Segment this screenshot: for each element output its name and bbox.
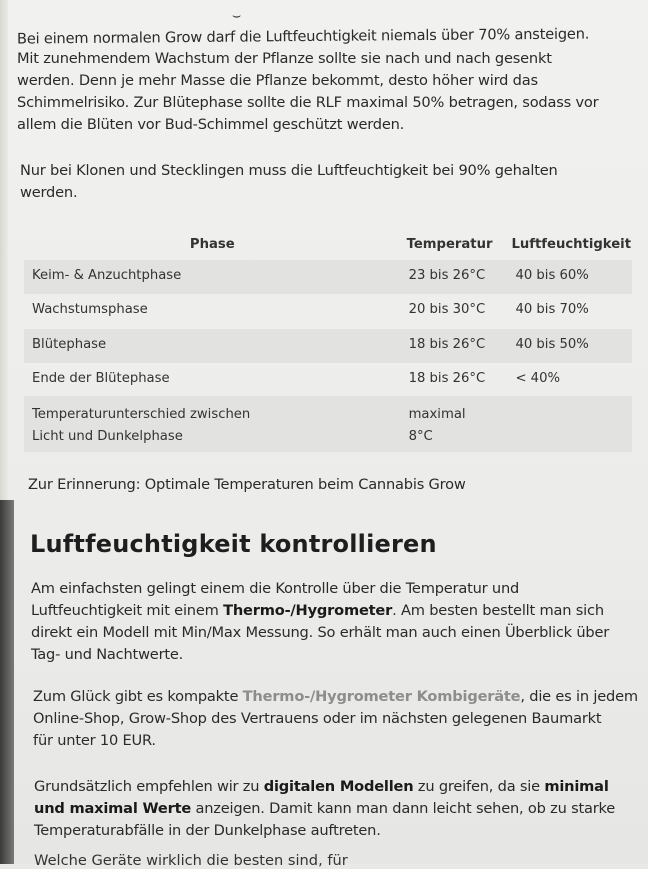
table-row: Ende der Blütephase 18 bis 26°C < 40% bbox=[24, 363, 632, 396]
bold-text: Thermo-/Hygrometer bbox=[223, 602, 393, 619]
table-row: Blütephase 18 bis 26°C 40 bis 50% bbox=[24, 329, 632, 363]
cell-humidity bbox=[507, 396, 632, 452]
climate-table: Phase Temperatur Luftfeuchtigkeit Keim- … bbox=[24, 228, 632, 452]
text-line: Online-Shop, Grow-Shop des Vertrauens od… bbox=[33, 710, 602, 727]
page-edge bbox=[0, 0, 8, 500]
bold-text: minimal bbox=[544, 778, 609, 795]
text: Zum Glück gibt es kompakte bbox=[33, 688, 243, 705]
text-line: Temperaturabfälle in der Dunkelphase auf… bbox=[34, 822, 381, 839]
text: . Am besten bestellt man sich bbox=[392, 602, 604, 619]
text-line: und maximal Werte anzeigen. Damit kann m… bbox=[34, 798, 615, 820]
table-caption: Zur Erinnerung: Optimale Temperaturen be… bbox=[28, 476, 466, 493]
text-line: Grundsätzlich empfehlen wir zu digitalen… bbox=[34, 776, 615, 798]
bold-text: und maximal Werte bbox=[34, 800, 192, 817]
cell-phase: Keim- & Anzuchtphase bbox=[24, 260, 401, 294]
text-line: Am einfachsten gelingt einem die Kontrol… bbox=[31, 580, 520, 597]
clones-paragraph: Nur bei Klonen und Stecklingen muss die … bbox=[20, 160, 558, 204]
cell-humidity: 40 bis 60% bbox=[507, 260, 632, 294]
cell-phase: Wachstumsphase bbox=[32, 302, 148, 317]
text-line: Mit zunehmendem Wachstum der Pflanze sol… bbox=[17, 50, 552, 67]
text: Luftfeuchtigkeit mit einem bbox=[31, 602, 224, 619]
text: zu greifen, da sie bbox=[413, 778, 545, 795]
cell-temperature: 18 bis 26°C bbox=[400, 329, 508, 363]
cell-temperature: 23 bis 26°C bbox=[400, 260, 508, 294]
intro-paragraph: Bei einem normalen Grow darf die Luftfeu… bbox=[16, 25, 599, 136]
table-header: Phase Temperatur Luftfeuchtigkeit bbox=[24, 228, 632, 260]
bold-text: digitalen Modellen bbox=[263, 778, 414, 795]
cell-humidity: 40 bis 50% bbox=[507, 329, 632, 363]
text-line: Schimmelrisiko. Zur Blütephase sollte di… bbox=[17, 94, 599, 111]
text-line: Bei einem normalen Grow darf die Luftfeu… bbox=[16, 25, 590, 48]
cell-phase: Blütephase bbox=[24, 329, 401, 363]
cut-off-line: Welche Geräte wirklich die besten sind, … bbox=[34, 852, 348, 869]
text-line: direkt ein Modell mit Min/Max Messung. S… bbox=[31, 624, 610, 641]
cell-temperature: maximal 8°C bbox=[400, 396, 508, 452]
cell-phase: Ende der Blütephase bbox=[32, 371, 170, 386]
section-heading: Luftfeuchtigkeit kontrollieren bbox=[30, 530, 437, 558]
text-line: Nur bei Klonen und Stecklingen muss die … bbox=[20, 162, 558, 179]
text-line: Luftfeuchtigkeit mit einem Thermo-/Hygro… bbox=[31, 600, 609, 622]
product-link[interactable]: Thermo-/Hygrometer Kombigeräte bbox=[242, 688, 521, 705]
text-line: werden. Denn je mehr Masse die Pflanze b… bbox=[17, 72, 538, 89]
ink-mark: ⌣ bbox=[232, 8, 242, 24]
paragraph-hygrometer: Am einfachsten gelingt einem die Kontrol… bbox=[31, 578, 609, 666]
text: , die es in jedem bbox=[520, 688, 638, 705]
table-row: Temperaturunterschied zwischen Licht und… bbox=[24, 396, 632, 452]
cell-temperature: 18 bis 26°C bbox=[408, 371, 486, 386]
text-line: Tag- und Nachtwerte. bbox=[31, 646, 184, 663]
header-phase: Phase bbox=[189, 236, 235, 252]
header-temperature: Temperatur bbox=[406, 236, 493, 252]
cell-humidity: 40 bis 70% bbox=[515, 302, 589, 317]
header-humidity: Luftfeuchtigkeit bbox=[511, 236, 631, 252]
paragraph-devices: Zum Glück gibt es kompakte Thermo-/Hygro… bbox=[33, 686, 638, 752]
cell-temperature: 20 bis 30°C bbox=[408, 302, 486, 317]
text-line: Zum Glück gibt es kompakte Thermo-/Hygro… bbox=[33, 686, 638, 708]
text-line: werden. bbox=[20, 184, 78, 201]
paragraph-digital: Grundsätzlich empfehlen wir zu digitalen… bbox=[34, 776, 615, 842]
table-row: Wachstumsphase 20 bis 30°C 40 bis 70% bbox=[24, 294, 632, 329]
background-edge bbox=[0, 500, 14, 864]
cell-phase: Temperaturunterschied zwischen Licht und… bbox=[24, 396, 401, 452]
text: Grundsätzlich empfehlen wir zu bbox=[34, 778, 264, 795]
table-row: Keim- & Anzuchtphase 23 bis 26°C 40 bis … bbox=[24, 260, 632, 294]
text-line: allem die Blüten vor Bud-Schimmel geschü… bbox=[17, 116, 405, 133]
text-line: für unter 10 EUR. bbox=[33, 732, 156, 749]
cell-humidity: < 40% bbox=[515, 371, 560, 386]
text: anzeigen. Damit kann man dann leicht seh… bbox=[191, 800, 616, 817]
